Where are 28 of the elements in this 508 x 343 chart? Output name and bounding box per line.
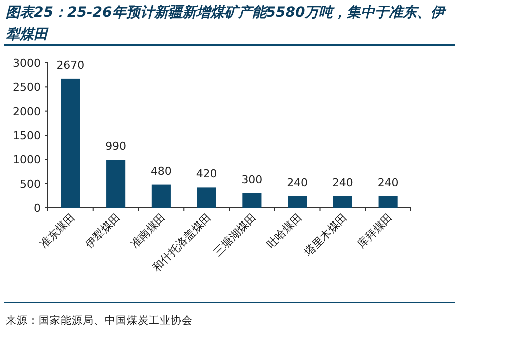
data-label: 420 (196, 168, 218, 181)
y-tick-label: 3000 (13, 57, 41, 70)
x-tick-label: 三塘湖煤田 (211, 210, 260, 260)
bar (378, 196, 398, 208)
bar (242, 194, 262, 208)
x-tick-label: 库拜煤田 (355, 210, 396, 252)
data-label: 2670 (56, 58, 85, 72)
data-label: 480 (150, 164, 172, 178)
data-label: 300 (242, 174, 263, 186)
bar (61, 78, 80, 208)
data-label: 240 (378, 176, 399, 190)
title: 图表25：25-26年预计新疆新增煤矿产能5580万吨，集中于准东、伊犁煤田 (6, 5, 446, 43)
y-tick-label: 500 (20, 178, 41, 191)
data-label: 990 (106, 140, 127, 154)
data-label: 240 (287, 176, 308, 190)
bar (152, 184, 171, 208)
y-tick-label: 2500 (13, 81, 41, 94)
bar (288, 196, 308, 208)
y-tick-label: 1500 (13, 130, 41, 142)
bar (106, 160, 126, 208)
y-tick-label: 1000 (13, 154, 41, 167)
data-label: 240 (332, 176, 354, 190)
x-tick-label: 准南煤田 (128, 210, 169, 252)
y-tick-label: 2000 (13, 105, 41, 118)
bar (333, 196, 352, 208)
x-tick-label: 伊犁煤田 (82, 210, 124, 252)
bar (197, 188, 216, 208)
source-note: 来源：国家能源局、中国煤炭工业协会 (6, 314, 193, 327)
